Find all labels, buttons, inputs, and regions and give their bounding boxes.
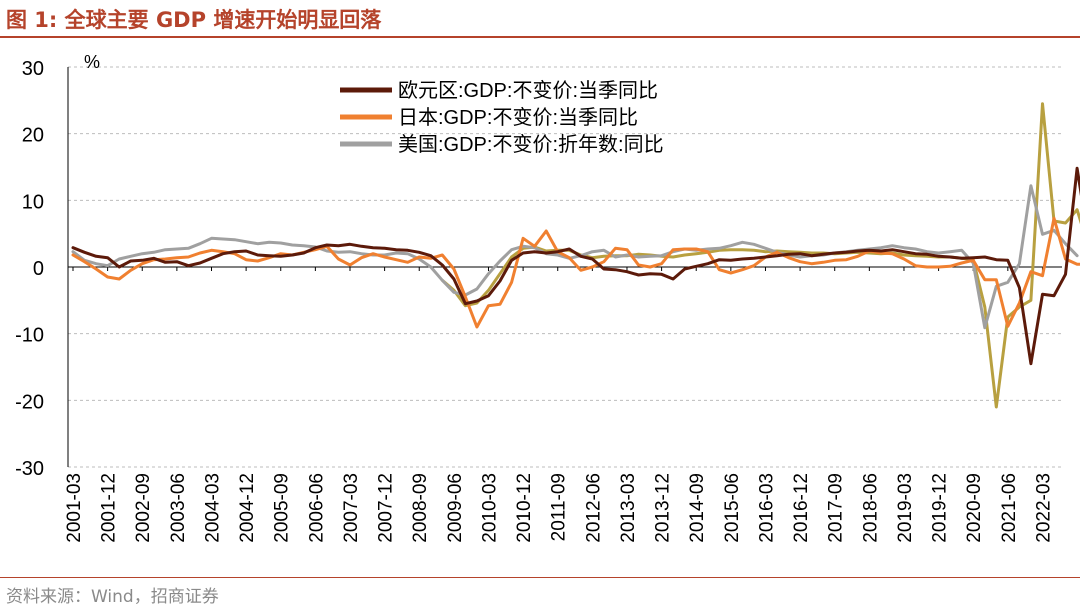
x-tick-label: 2012-06 <box>583 473 604 543</box>
x-tick-label: 2017-09 <box>826 473 847 543</box>
x-tick-label: 2010-03 <box>479 473 500 543</box>
x-tick-label: 2003-06 <box>168 473 189 543</box>
title-divider <box>0 36 1080 38</box>
x-tick-label: 2018-06 <box>860 473 881 543</box>
x-tick-label: 2019-12 <box>930 473 951 543</box>
series-line <box>71 184 1079 330</box>
y-tick-label: -10 <box>15 325 44 347</box>
series-line <box>440 102 1080 409</box>
legend-label: 欧元区:GDP:不变价:当季同比 <box>398 79 658 102</box>
x-tick-label: 2020-09 <box>964 473 985 543</box>
y-unit-label: % <box>84 52 100 72</box>
x-tick-label: 2005-09 <box>272 473 293 543</box>
source-divider <box>0 577 1080 578</box>
series-layer <box>71 102 1080 409</box>
y-tick-label: 30 <box>22 58 44 80</box>
legend-label: 日本:GDP:不变价:当季同比 <box>398 106 638 129</box>
x-tick-label: 2007-03 <box>341 473 362 543</box>
x-tick-label: 2014-09 <box>687 473 708 543</box>
x-tick-label: 2008-09 <box>410 473 431 543</box>
x-tick-label: 2011-09 <box>549 473 570 541</box>
series-line <box>71 216 1080 329</box>
source-note: 资料来源：Wind，招商证券 <box>6 587 219 607</box>
gdp-line-chart: 30 20 10 0 -10 -20 -30% 2001-03 2001-12 2002-09 20… <box>15 52 1080 543</box>
y-tick-label: 10 <box>22 191 44 213</box>
x-tick-label: 2013-12 <box>653 473 674 543</box>
y-tick-label: -30 <box>15 458 44 480</box>
x-tick-label: 2021-06 <box>999 473 1020 543</box>
x-tick-label: 2022-03 <box>1033 473 1054 543</box>
grid-layer <box>68 66 1062 468</box>
x-tick-label: 2015-06 <box>722 473 743 543</box>
y-tick-label: 20 <box>22 125 44 147</box>
axis-layer: 30 20 10 0 -10 -20 -30% 2001-03 2001-12 2002-09 20… <box>15 52 1062 543</box>
x-tick-label: 2006-06 <box>306 473 327 543</box>
x-tick-label: 2007-12 <box>376 473 397 543</box>
x-tick-label: 2004-12 <box>237 473 258 543</box>
y-tick-label: 0 <box>33 258 44 280</box>
x-tick-label: 2002-09 <box>133 473 154 543</box>
legend: 欧元区:GDP:不变价:当季同比日本:GDP:不变价:当季同比美国:GDP:不变… <box>340 79 664 156</box>
x-tick-label: 2016-03 <box>756 473 777 543</box>
x-tick-label: 2010-12 <box>514 473 535 543</box>
x-tick-label: 2016-12 <box>791 473 812 543</box>
x-tick-label: 2001-12 <box>99 473 120 543</box>
x-tick-label: 2019-03 <box>895 473 916 543</box>
series-line <box>71 166 1080 366</box>
x-tick-label: 2009-06 <box>445 473 466 543</box>
legend-label: 美国:GDP:不变价:折年数:同比 <box>398 133 664 156</box>
chart-title: 图 1: 全球主要 GDP 增速开始明显回落 <box>6 8 382 32</box>
x-tick-label: 2004-03 <box>202 473 223 543</box>
x-tick-label: 2001-03 <box>64 473 85 543</box>
x-tick-label: 2013-03 <box>618 473 639 543</box>
y-tick-label: -20 <box>15 391 44 413</box>
